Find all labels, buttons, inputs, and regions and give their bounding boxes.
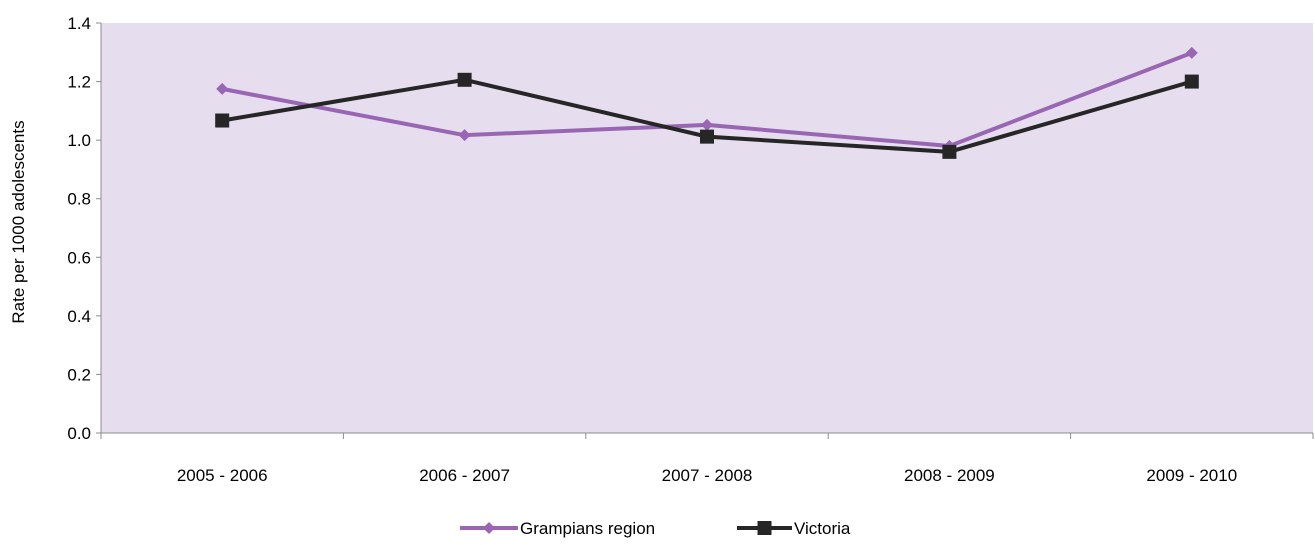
data-point-grampians-region: [458, 129, 471, 142]
data-point-victoria: [215, 113, 230, 128]
y-tick-label: 0.6: [67, 248, 91, 267]
x-tick-label: 2008 - 2009: [904, 466, 995, 485]
plot-area-group: 0.0 0.2 0.4 0.6 0.8 1.0 1.2 1.4 2005 - 2006 2006 …: [67, 14, 1314, 485]
data-point-grampians-region: [216, 82, 229, 95]
y-axis-title: Rate per 1000 adolescents: [9, 120, 28, 323]
y-tick-label: 0.8: [67, 190, 91, 209]
y-tick-label: 0.0: [67, 424, 91, 443]
data-point-victoria: [457, 72, 472, 87]
y-tick-label: 1.2: [67, 73, 91, 92]
x-tick-label: 2009 - 2010: [1146, 466, 1237, 485]
x-tick-label: 2005 - 2006: [177, 466, 268, 485]
legend: Grampians region Victoria: [460, 519, 851, 538]
data-point-victoria: [700, 129, 714, 144]
plot-background: [101, 23, 1313, 433]
x-tick-label: 2007 - 2008: [662, 466, 753, 485]
y-tick-label: 0.2: [67, 365, 91, 384]
data-point-victoria: [942, 144, 957, 159]
legend-marker-victoria: [757, 521, 772, 535]
x-tick-label: 2006 - 2007: [419, 466, 510, 485]
legend-marker-grampians-region: [483, 522, 495, 534]
data-point-victoria: [1184, 74, 1199, 89]
data-point-grampians-region: [701, 118, 713, 131]
data-point-grampians-region: [1185, 46, 1198, 59]
y-tick-label: 1.4: [67, 14, 91, 33]
y-tick-label: 1.0: [67, 131, 91, 150]
legend-label-grampians-region: Grampians region: [520, 519, 655, 538]
y-tick-label: 0.4: [67, 307, 91, 326]
legend-label-victoria: Victoria: [794, 519, 851, 538]
